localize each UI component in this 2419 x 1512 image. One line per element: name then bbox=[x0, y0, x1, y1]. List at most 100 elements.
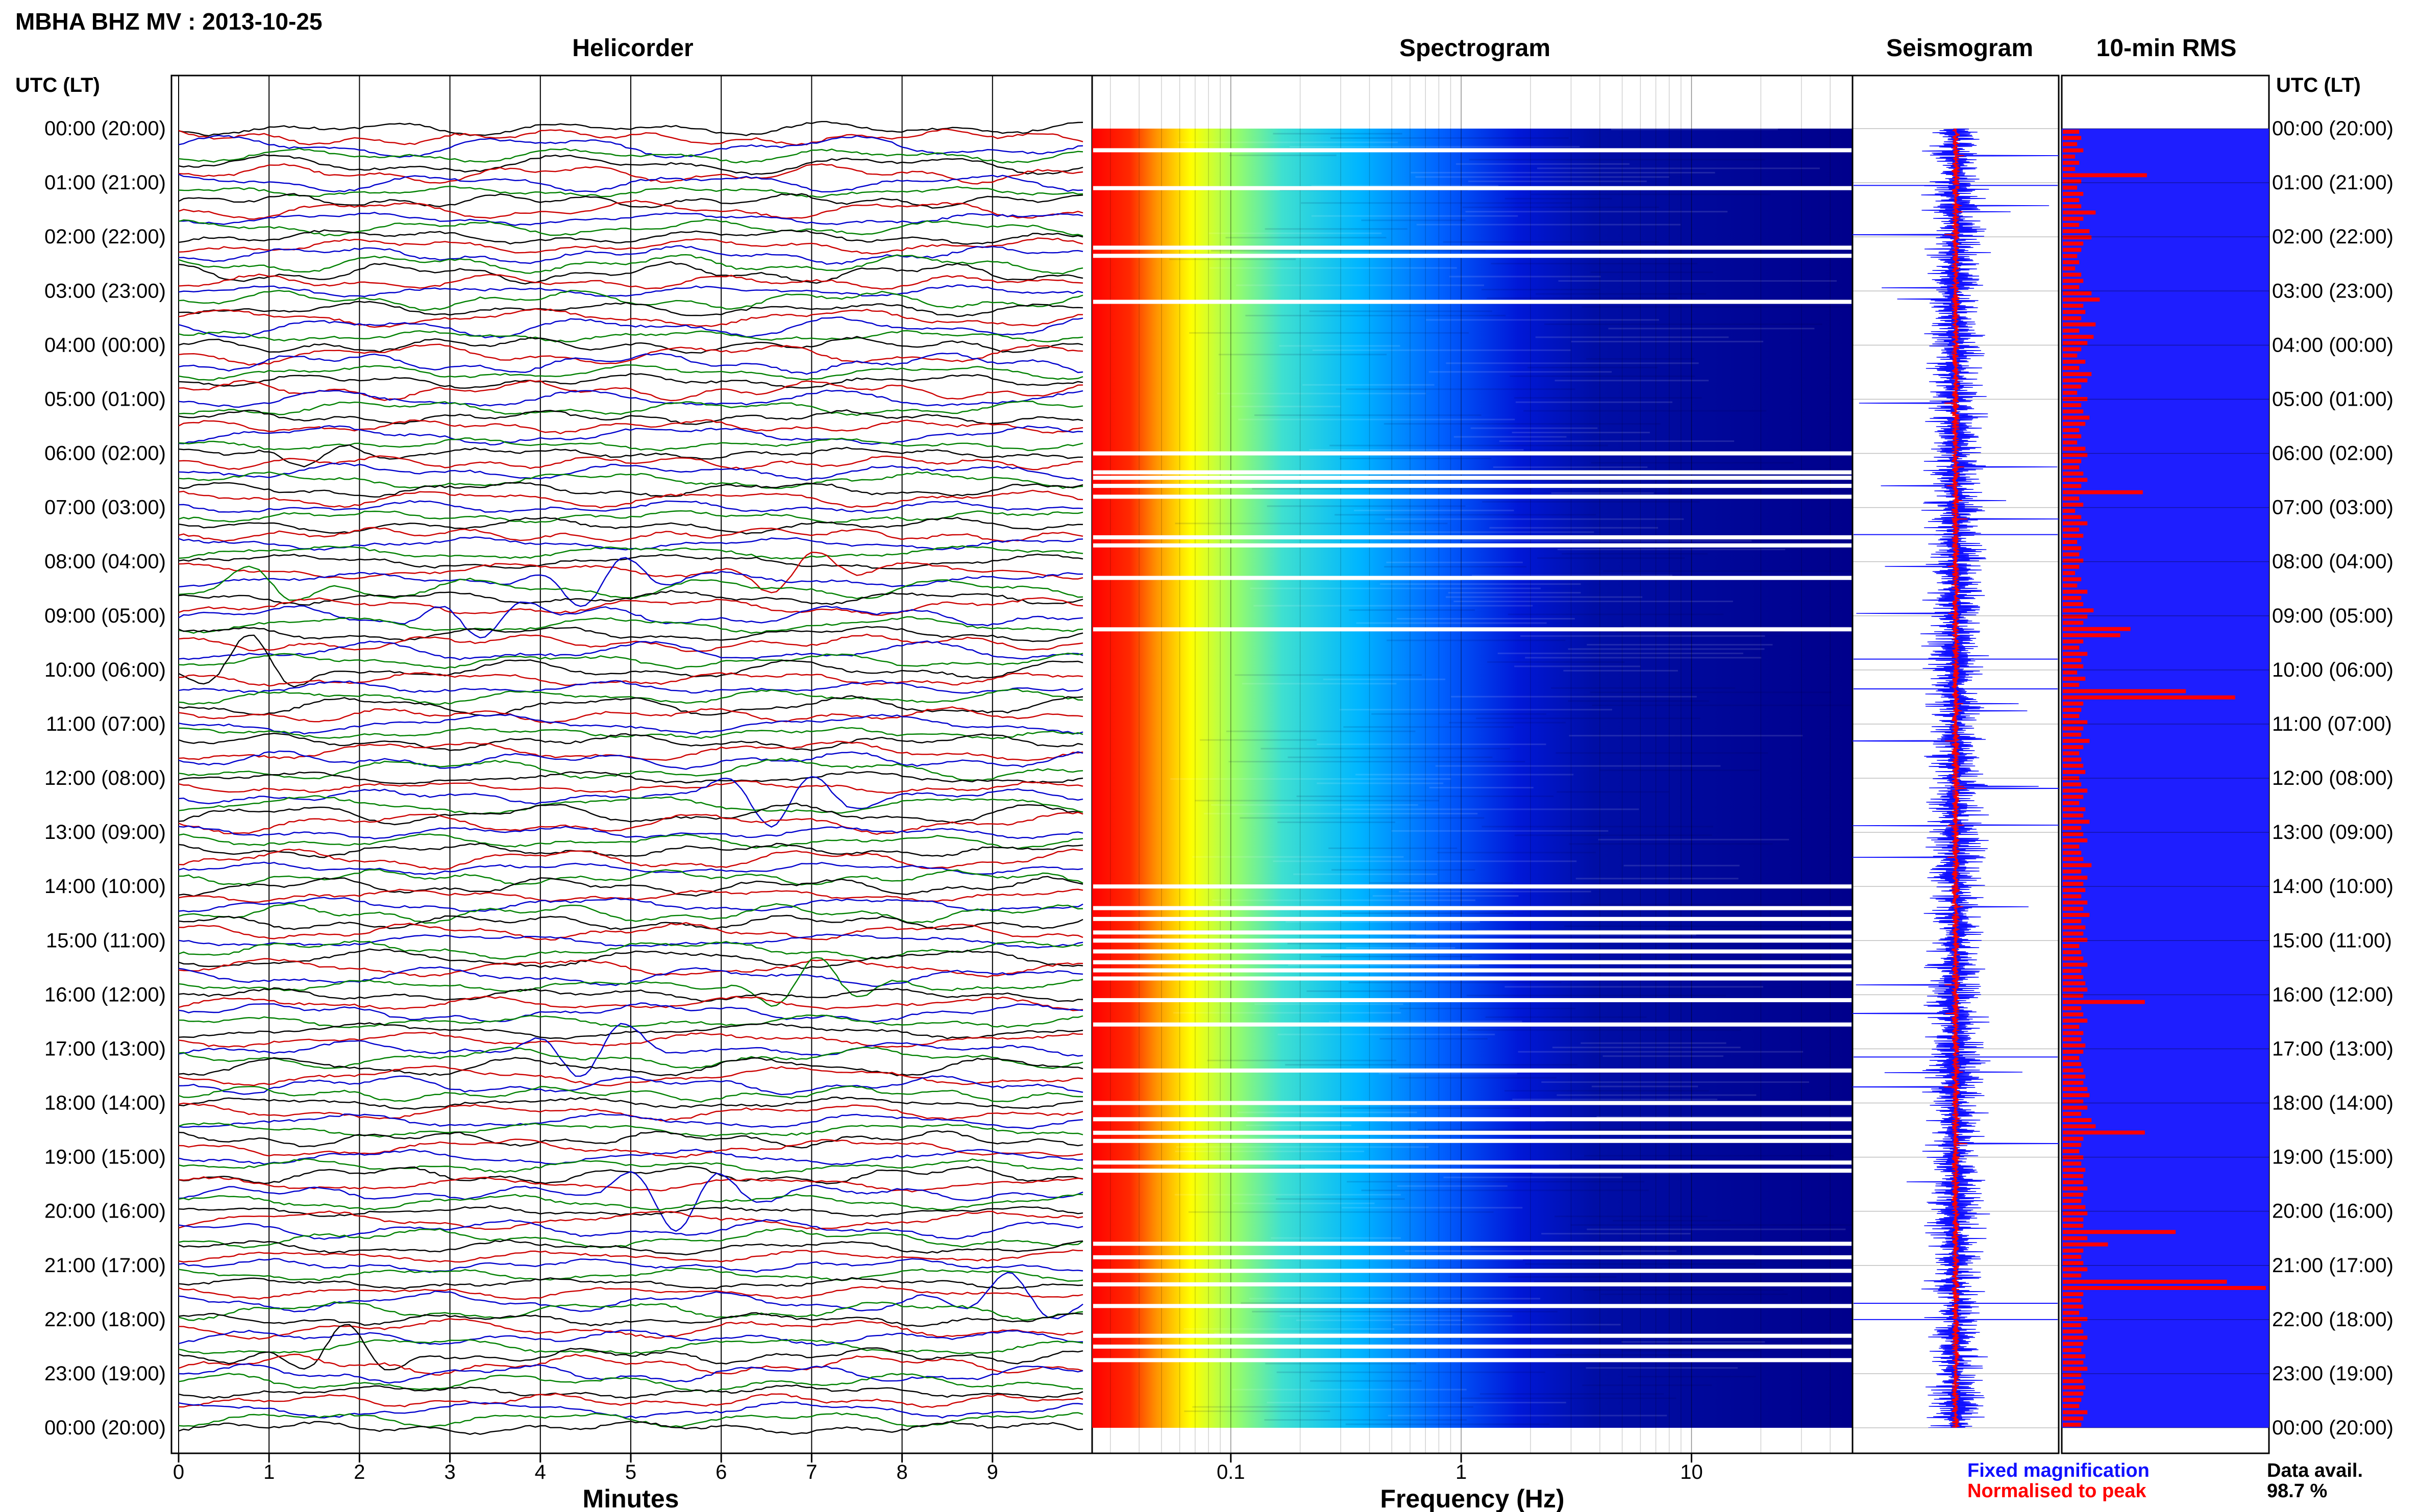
rms-bar bbox=[2063, 1050, 2084, 1054]
rms-bar bbox=[2063, 1161, 2082, 1166]
helicorder-trace bbox=[178, 516, 1083, 535]
spectrogram-texture-row bbox=[1343, 726, 1514, 728]
spectrogram-texture-row bbox=[1581, 1042, 1726, 1044]
spectrogram-texture-row bbox=[1466, 995, 1726, 997]
rms-bar bbox=[2063, 614, 2088, 619]
spectrogram-texture-row bbox=[1277, 821, 1395, 823]
spectrogram-texture-row bbox=[1554, 380, 1709, 382]
spectrogram-texture-row bbox=[1411, 171, 1715, 173]
rms-bar bbox=[2063, 1242, 2108, 1247]
hour-label-right: 01:00 (21:00) bbox=[2272, 171, 2393, 194]
helicorder-trace bbox=[178, 557, 1083, 607]
spectrogram-texture-row bbox=[1482, 289, 1599, 291]
spectrogram-texture-row bbox=[1556, 1354, 1692, 1356]
hour-label-right: 07:00 (03:00) bbox=[2272, 497, 2393, 519]
rms-bar bbox=[2063, 1099, 2084, 1104]
helicorder-trace bbox=[178, 154, 1083, 176]
spectrogram-texture-row bbox=[1493, 466, 1648, 468]
spectrogram-texture-row bbox=[1249, 1298, 1541, 1300]
spectrogram-texture-row bbox=[1177, 141, 1398, 143]
helicorder-trace bbox=[178, 237, 1083, 255]
helicorder-trace bbox=[178, 958, 1083, 978]
rms-bar bbox=[2063, 154, 2076, 159]
spectrogram-texture-row bbox=[1520, 635, 1765, 637]
helicorder-trace bbox=[178, 1210, 1083, 1230]
rms-bar bbox=[2063, 1404, 2080, 1408]
hour-label-right: 20:00 (16:00) bbox=[2272, 1200, 2393, 1223]
spectrogram-texture-row bbox=[1390, 531, 1594, 533]
helicorder-trace bbox=[178, 1312, 1083, 1327]
spectrogram-gap bbox=[1093, 1242, 1852, 1246]
rms-bar bbox=[2063, 708, 2082, 712]
rms-bar bbox=[2063, 751, 2080, 756]
spectrogram-gap bbox=[1093, 1333, 1852, 1338]
spectrogram-texture-row bbox=[1384, 423, 1661, 425]
rms-bar bbox=[2063, 1012, 2084, 1017]
rms-bar bbox=[2063, 869, 2082, 874]
rms-bar bbox=[2063, 496, 2080, 501]
helicorder-x-tick-label: 2 bbox=[354, 1461, 365, 1483]
spectrogram-texture-row bbox=[1232, 1389, 1467, 1391]
spectrogram-texture-row bbox=[1170, 778, 1451, 780]
rms-bar bbox=[2063, 913, 2090, 917]
spectrogram-texture-row bbox=[1568, 648, 1765, 650]
hour-label-right: 15:00 (11:00) bbox=[2272, 929, 2392, 952]
hour-label-right: 23:00 (19:00) bbox=[2272, 1362, 2393, 1385]
spectrogram-texture-row bbox=[1600, 1293, 1788, 1295]
spectrogram-texture-row bbox=[1415, 176, 1669, 178]
helicorder-trace bbox=[178, 135, 1083, 159]
helicorder-trace bbox=[178, 1047, 1083, 1069]
spectrogram-texture-row bbox=[1296, 795, 1554, 797]
rms-bar bbox=[2063, 633, 2120, 637]
hour-label-left: 15:00 (11:00) bbox=[46, 929, 166, 952]
helicorder-x-tick-label: 8 bbox=[896, 1461, 907, 1483]
helicorder-frame bbox=[170, 75, 1093, 1454]
rms-bar bbox=[2063, 409, 2084, 414]
spectrogram-texture-row bbox=[1583, 1289, 1784, 1291]
spectrogram-texture-row bbox=[1348, 981, 1562, 983]
spectrogram-texture-row bbox=[1437, 852, 1596, 854]
helicorder-xlabel: Minutes bbox=[583, 1484, 679, 1512]
spectrogram-texture-row bbox=[1361, 1189, 1649, 1192]
helicorder-trace bbox=[178, 128, 1083, 146]
helicorder-trace bbox=[178, 1113, 1083, 1129]
hour-label-right: 09:00 (05:00) bbox=[2272, 605, 2393, 627]
spectrogram-gap bbox=[1093, 949, 1852, 954]
rms-bar bbox=[2063, 235, 2092, 240]
rms-bar bbox=[2063, 1211, 2088, 1216]
rms-bar bbox=[2063, 1199, 2082, 1203]
helicorder-trace bbox=[178, 996, 1083, 1011]
rms-bar bbox=[2063, 925, 2086, 930]
rms-bar bbox=[2063, 1304, 2084, 1309]
rms-bar bbox=[2063, 1385, 2086, 1390]
spectrogram-x-tick-label: 10 bbox=[1680, 1461, 1703, 1483]
helicorder-trace bbox=[178, 212, 1083, 226]
spectrogram-texture-row bbox=[1544, 323, 1822, 325]
rms-bar bbox=[2063, 894, 2082, 899]
spectrogram-texture-row bbox=[1562, 553, 1708, 555]
rms-bar bbox=[2063, 521, 2088, 526]
spectrogram-texture-row bbox=[1621, 1350, 1760, 1352]
spectrogram-texture-row bbox=[1435, 765, 1721, 767]
rms-bar bbox=[2063, 390, 2078, 395]
hour-label-left: 04:00 (00:00) bbox=[44, 334, 166, 356]
spectrogram-texture-row bbox=[1211, 250, 1486, 252]
rms-background bbox=[2062, 129, 2269, 1428]
rms-bar bbox=[2063, 888, 2086, 893]
spectrogram-texture-row bbox=[1541, 1081, 1809, 1083]
spectrogram-texture-row bbox=[1237, 1111, 1417, 1113]
helicorder-x-tick-label: 6 bbox=[715, 1461, 727, 1483]
spectrogram-texture-row bbox=[1428, 371, 1612, 373]
spectrogram-texture-row bbox=[1369, 882, 1513, 884]
spectrogram-texture-row bbox=[1342, 912, 1514, 914]
spectrogram-texture-row bbox=[1245, 314, 1506, 316]
spectrogram-texture-row bbox=[1355, 774, 1574, 776]
spectrogram-texture-row bbox=[1615, 631, 1785, 633]
helicorder-trace bbox=[178, 1373, 1083, 1393]
spectrogram-gap bbox=[1093, 976, 1852, 981]
legend-normalised-to-peak: Normalised to peak bbox=[1967, 1480, 2146, 1502]
helicorder-x-tick-label: 7 bbox=[806, 1461, 817, 1483]
rms-bar bbox=[2063, 130, 2080, 134]
rms-bar bbox=[2063, 509, 2076, 513]
